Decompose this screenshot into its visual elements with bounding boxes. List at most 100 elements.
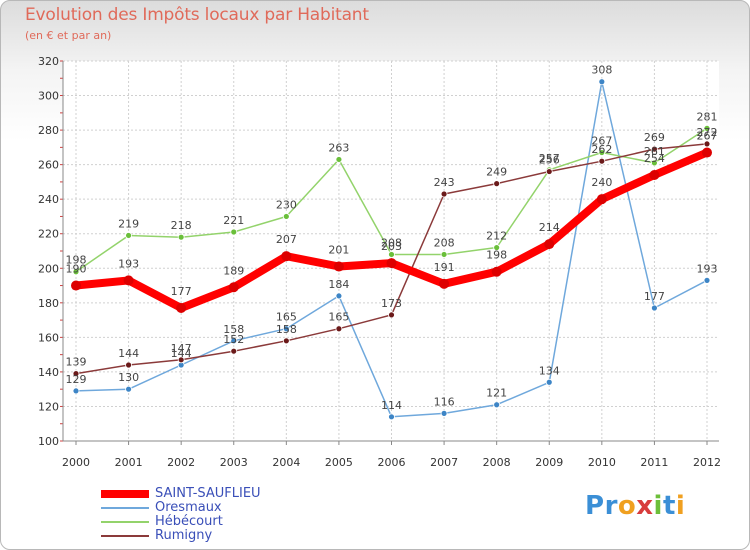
data-label-hebecourt: 263 — [328, 141, 349, 154]
data-point-saint-sauflieu — [228, 282, 239, 293]
legend-label: Rumigny — [155, 528, 213, 543]
data-label-hebecourt: 219 — [118, 217, 139, 230]
y-tick-label: 320 — [38, 55, 59, 68]
x-tick-label: 2001 — [115, 456, 143, 469]
data-label-hebecourt: 208 — [434, 236, 455, 249]
data-label-rumigny: 262 — [591, 143, 612, 156]
data-point-hebecourt — [282, 213, 290, 220]
x-tick-label: 2005 — [325, 456, 353, 469]
data-point-hebecourt — [388, 251, 395, 258]
y-tick-label: 280 — [38, 124, 59, 137]
data-label-hebecourt: 281 — [697, 110, 718, 123]
data-label-hebecourt: 198 — [66, 254, 87, 267]
data-point-oresmaux — [388, 413, 395, 421]
data-label-oresmaux: 308 — [591, 64, 612, 77]
data-label-saint-sauflieu: 201 — [328, 244, 349, 257]
data-point-oresmaux — [493, 401, 501, 409]
data-point-hebecourt — [125, 232, 132, 239]
data-label-saint-sauflieu: 189 — [223, 264, 244, 277]
x-tick-label: 2009 — [535, 456, 563, 469]
data-point-saint-sauflieu — [649, 170, 660, 180]
data-point-oresmaux — [440, 409, 448, 417]
data-label-rumigny: 256 — [539, 154, 560, 167]
data-point-saint-sauflieu — [491, 266, 502, 277]
data-point-hebecourt — [651, 159, 658, 167]
x-tick-label: 2007 — [430, 456, 458, 469]
logo-letter: t — [662, 491, 676, 521]
data-point-saint-sauflieu — [71, 280, 81, 291]
y-tick-label: 120 — [38, 400, 59, 413]
legend-label: Hébécourt — [155, 514, 223, 529]
logo-letter: r — [604, 491, 618, 521]
data-label-oresmaux: 165 — [276, 311, 297, 324]
x-tick-label: 2008 — [483, 456, 511, 469]
data-label-rumigny: 144 — [118, 347, 139, 360]
data-label-saint-sauflieu: 214 — [539, 221, 560, 234]
data-point-hebecourt — [72, 268, 80, 276]
data-point-rumigny — [703, 140, 711, 148]
data-label-rumigny: 152 — [223, 333, 244, 346]
chart-subtitle: (en € et par an) — [25, 29, 112, 42]
data-point-rumigny — [177, 356, 185, 364]
data-point-saint-sauflieu — [386, 258, 397, 269]
data-label-rumigny: 249 — [486, 166, 507, 179]
proxiti-logo: Proxiti — [585, 491, 685, 521]
data-label-saint-sauflieu: 267 — [697, 130, 718, 143]
data-label-oresmaux: 121 — [486, 387, 507, 400]
data-label-hebecourt: 208 — [381, 236, 402, 249]
data-point-saint-sauflieu — [281, 251, 292, 262]
data-point-rumigny — [72, 370, 80, 378]
data-point-oresmaux — [703, 276, 711, 284]
legend-label: SAINT-SAUFLIEU — [155, 486, 261, 501]
data-label-saint-sauflieu: 207 — [276, 233, 297, 246]
axis-layer: 100 120 140 160 180 200 220 240 260 280 300 320 2000… — [38, 55, 721, 469]
logo-letter: i — [675, 491, 686, 521]
data-label-saint-sauflieu: 190 — [66, 263, 87, 276]
y-tick-label: 240 — [38, 193, 59, 206]
data-label-hebecourt: 267 — [591, 135, 612, 148]
data-label-rumigny: 147 — [171, 342, 192, 355]
data-point-rumigny — [651, 145, 658, 153]
data-point-oresmaux — [72, 387, 80, 395]
data-point-oresmaux — [125, 385, 132, 393]
y-tick-label: 200 — [38, 262, 59, 275]
data-point-oresmaux — [230, 337, 238, 345]
data-point-hebecourt — [493, 244, 501, 251]
data-point-rumigny — [598, 157, 606, 165]
data-label-rumigny: 269 — [644, 131, 665, 144]
y-tick-label: 300 — [38, 90, 59, 103]
data-point-rumigny — [388, 311, 395, 319]
data-point-oresmaux — [651, 304, 658, 312]
data-point-saint-sauflieu — [544, 239, 555, 250]
data-label-oresmaux: 114 — [381, 399, 402, 412]
data-label-rumigny: 158 — [276, 323, 297, 336]
data-label-hebecourt: 257 — [539, 152, 560, 165]
data-point-hebecourt — [598, 149, 606, 156]
data-point-oresmaux — [282, 325, 290, 333]
data-label-oresmaux: 184 — [328, 278, 349, 291]
data-label-rumigny: 272 — [697, 126, 718, 139]
data-label-oresmaux: 177 — [644, 290, 665, 303]
data-point-rumigny — [440, 190, 448, 198]
data-point-saint-sauflieu — [123, 275, 134, 286]
data-label-rumigny: 165 — [328, 311, 349, 324]
data-label-rumigny: 139 — [66, 356, 87, 369]
logo-letter: P — [585, 491, 605, 521]
chart-title: Evolution des Impôts locaux par Habitant — [25, 5, 369, 25]
data-label-oresmaux: 129 — [66, 373, 87, 386]
y-tick-label: 220 — [38, 228, 59, 241]
data-point-saint-sauflieu — [439, 278, 450, 289]
data-label-hebecourt: 261 — [644, 145, 665, 158]
data-label-saint-sauflieu: 191 — [434, 261, 455, 274]
data-label-saint-sauflieu: 193 — [118, 257, 139, 270]
x-tick-label: 2012 — [693, 456, 721, 469]
logo-letter: x — [636, 491, 654, 521]
data-label-hebecourt: 218 — [171, 219, 192, 232]
data-label-oresmaux: 134 — [539, 364, 560, 377]
logo-letter: i — [653, 491, 663, 521]
legend-swatch — [101, 535, 149, 537]
x-tick-label: 2011 — [640, 456, 668, 469]
data-point-rumigny — [230, 347, 238, 355]
